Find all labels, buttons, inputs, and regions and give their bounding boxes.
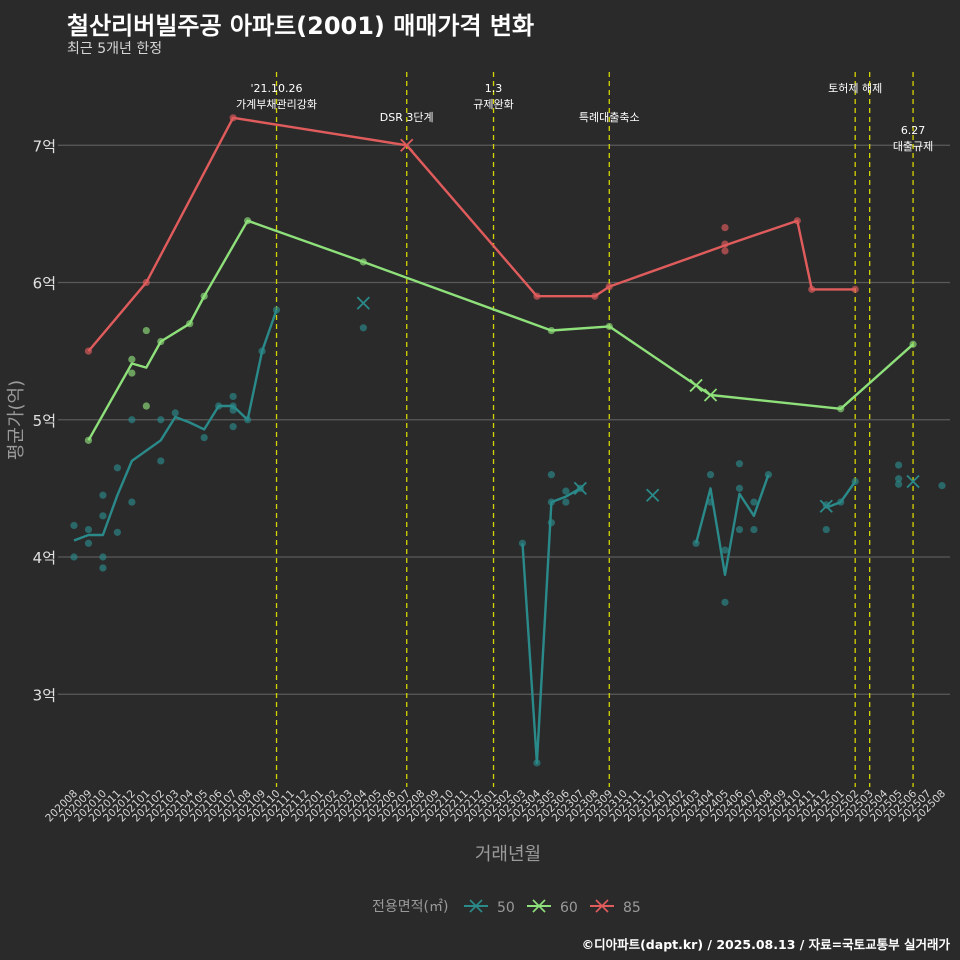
data-point xyxy=(84,525,93,534)
data-point xyxy=(99,564,107,572)
y-tick-label: 6억 xyxy=(33,275,56,293)
data-point xyxy=(547,471,556,479)
data-point xyxy=(128,355,136,363)
legend-label: 60 xyxy=(560,900,578,916)
legend-label: 50 xyxy=(497,900,515,916)
event-annotation: '21.10.26 xyxy=(251,82,303,95)
event-annotation: 가계부채관리강화 xyxy=(236,98,317,111)
series-85 xyxy=(84,114,859,355)
data-point xyxy=(113,528,121,536)
series-50 xyxy=(70,296,946,767)
x-axis-label: 거래년월 xyxy=(475,844,541,865)
data-point xyxy=(822,525,830,534)
legend-cross xyxy=(532,899,546,913)
legend-cross xyxy=(469,899,483,913)
data-point xyxy=(562,487,570,495)
data-point xyxy=(99,553,107,561)
cross-marker xyxy=(573,481,587,496)
cross-marker xyxy=(356,296,370,310)
data-point xyxy=(229,392,237,401)
data-point xyxy=(128,416,136,424)
data-point xyxy=(851,285,859,293)
data-point xyxy=(721,247,729,255)
data-point xyxy=(518,539,527,547)
data-point xyxy=(562,498,570,506)
y-tick-label: 3억 xyxy=(33,686,56,704)
data-point xyxy=(359,324,367,332)
event-annotation: 대출규제 xyxy=(893,140,933,153)
data-point xyxy=(128,498,136,506)
cross-marker xyxy=(703,388,718,402)
y-tick-labels: 3억 4억 5억 6억 7억 xyxy=(33,137,56,704)
data-point xyxy=(171,409,179,417)
y-axis-label: 평균가(억) xyxy=(6,380,27,460)
data-point xyxy=(895,461,903,469)
data-point xyxy=(735,484,744,492)
event-annotation: 특례대출축소 xyxy=(579,111,640,124)
data-point xyxy=(128,369,136,377)
legend-item-85: 85 xyxy=(590,899,641,916)
event-annotation: DSR 3단계 xyxy=(380,111,434,124)
grid-lines xyxy=(58,144,950,695)
data-point xyxy=(721,224,729,232)
data-point xyxy=(84,539,93,547)
source-credit: ©디아파트(dapt.kr) / 2025.08.13 / 자료=국토교통부 실… xyxy=(581,937,950,952)
series-60 xyxy=(84,217,917,444)
data-point xyxy=(142,402,150,410)
cross-marker xyxy=(689,378,703,393)
data-point xyxy=(157,416,165,424)
y-tick-label: 4억 xyxy=(33,549,56,567)
data-point xyxy=(750,498,758,506)
chart-title: 철산리버빌주공 아파트(2001) 매매가격 변화 xyxy=(67,12,535,40)
cross-marker xyxy=(400,138,414,152)
data-point xyxy=(735,525,744,534)
data-point xyxy=(99,512,107,520)
event-annotation: 1.3 xyxy=(485,82,503,95)
data-point xyxy=(70,553,78,561)
data-point xyxy=(706,471,715,479)
data-point xyxy=(735,460,744,468)
data-point xyxy=(938,482,946,490)
event-annotation: 토허제 해제 xyxy=(828,81,882,95)
y-tick-label: 5억 xyxy=(33,412,56,430)
cross-marker xyxy=(819,499,833,513)
x-tick-labels: 2020082020092020102020112020122021012021… xyxy=(43,787,948,824)
y-tick-label: 7억 xyxy=(33,137,56,155)
event-annotation: 6.27 xyxy=(901,124,926,137)
data-point xyxy=(229,423,237,431)
data-point xyxy=(895,480,903,488)
data-point xyxy=(750,525,758,534)
series-layer xyxy=(70,114,946,767)
data-point xyxy=(721,546,729,554)
data-point xyxy=(113,464,121,472)
legend-item-60: 60 xyxy=(527,899,578,916)
event-annotation: 규제완화 xyxy=(473,98,513,111)
cross-marker xyxy=(646,488,660,502)
cross-marker xyxy=(906,474,920,489)
chart-subtitle: 최근 5개년 한정 xyxy=(67,41,163,57)
data-point xyxy=(157,457,165,465)
data-point xyxy=(70,521,78,530)
data-point xyxy=(142,326,150,335)
legend-title: 전용면적(㎡) xyxy=(372,899,448,915)
data-point xyxy=(721,598,729,606)
series-line-50 xyxy=(73,309,857,765)
series-line-85 xyxy=(87,116,856,352)
legend-label: 85 xyxy=(623,900,641,916)
legend-item-50: 50 xyxy=(464,899,515,916)
legend-cross xyxy=(595,899,609,913)
data-point xyxy=(99,491,107,499)
legend: 전용면적(㎡) 50 60 85 xyxy=(372,899,641,916)
data-point xyxy=(200,433,208,442)
data-point xyxy=(895,475,903,483)
